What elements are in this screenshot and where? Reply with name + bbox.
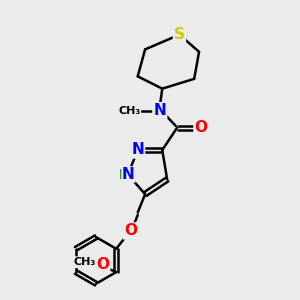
Text: O: O	[96, 257, 109, 272]
Text: CH₃: CH₃	[73, 257, 95, 267]
Text: H: H	[118, 167, 130, 182]
Text: N: N	[122, 167, 135, 182]
Text: N: N	[131, 142, 144, 158]
Text: O: O	[194, 120, 208, 135]
Text: CH₃: CH₃	[118, 106, 140, 116]
Text: O: O	[124, 224, 137, 238]
Text: N: N	[153, 103, 166, 118]
Text: S: S	[174, 27, 185, 42]
